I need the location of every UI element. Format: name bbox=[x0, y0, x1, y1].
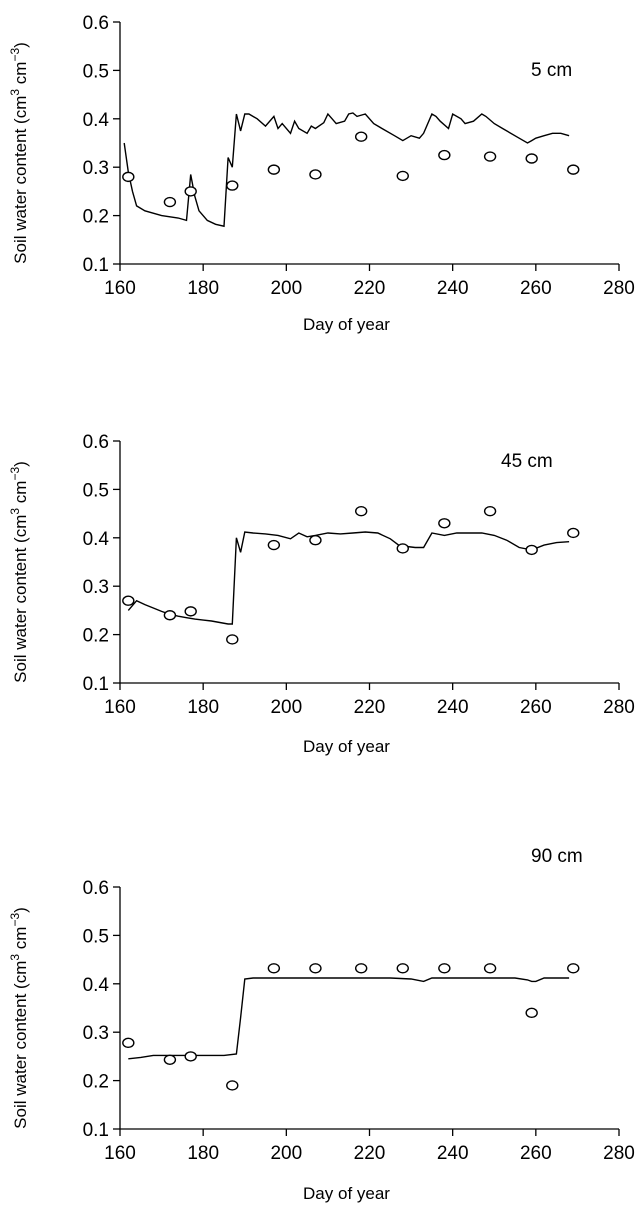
x-tick-label: 180 bbox=[187, 278, 219, 299]
observed-point bbox=[438, 149, 451, 161]
panel-depth-label: 90 cm bbox=[531, 846, 583, 867]
observed-point bbox=[267, 539, 281, 551]
observed-point bbox=[354, 131, 368, 142]
x-tick-label: 260 bbox=[520, 697, 552, 718]
observed-point bbox=[267, 963, 281, 974]
observed-point bbox=[226, 634, 239, 645]
y-tick-label: 0.5 bbox=[83, 480, 109, 501]
x-tick-label: 220 bbox=[354, 1143, 386, 1164]
observed-point bbox=[184, 1051, 197, 1062]
y-tick-label: 0.1 bbox=[83, 255, 109, 276]
x-tick-label: 180 bbox=[187, 697, 219, 718]
y-tick-label: 0.5 bbox=[83, 61, 109, 82]
x-tick-label: 160 bbox=[104, 1143, 136, 1164]
y-tick-label: 0.5 bbox=[83, 926, 109, 947]
y-tick-label: 0.3 bbox=[83, 158, 109, 179]
x-axis-title: Day of year bbox=[303, 1184, 390, 1203]
panel-depth-label: 5 cm bbox=[531, 60, 572, 81]
observed-point bbox=[309, 963, 322, 974]
y-tick-label: 0.3 bbox=[83, 1023, 109, 1044]
observed-point bbox=[354, 505, 368, 517]
y-tick-label: 0.2 bbox=[83, 207, 109, 228]
observed-point bbox=[122, 171, 135, 183]
observed-point bbox=[267, 164, 281, 175]
simulated-line bbox=[127, 531, 570, 625]
y-tick-label: 0.1 bbox=[83, 674, 109, 695]
observed-point bbox=[226, 180, 239, 191]
y-tick-label: 0.2 bbox=[83, 1072, 109, 1093]
panel-depth-label: 45 cm bbox=[501, 451, 553, 472]
y-tick-label: 0.4 bbox=[83, 975, 110, 996]
y-tick-label: 0.4 bbox=[83, 529, 110, 550]
x-tick-label: 280 bbox=[603, 1143, 635, 1164]
x-tick-label: 240 bbox=[437, 1143, 469, 1164]
x-tick-label: 280 bbox=[603, 278, 635, 299]
y-tick-label: 0.6 bbox=[83, 432, 109, 453]
x-axis-title: Day of year bbox=[303, 737, 390, 756]
x-tick-label: 260 bbox=[520, 278, 552, 299]
simulated-line bbox=[128, 977, 570, 1060]
x-tick-label: 240 bbox=[437, 278, 469, 299]
observed-point bbox=[483, 151, 497, 162]
observed-point bbox=[184, 606, 197, 617]
chart-panel-2: 160 180 200 220 240 260 280 0.1 0.2 0.3 0.4 0.5 0.6 D… bbox=[8, 846, 635, 1203]
observed-point bbox=[525, 153, 538, 164]
x-tick-label: 280 bbox=[603, 697, 635, 718]
x-tick-label: 160 bbox=[104, 278, 136, 299]
observed-point bbox=[163, 196, 177, 208]
y-tick-label: 0.1 bbox=[83, 1120, 109, 1141]
x-tick-label: 240 bbox=[437, 697, 469, 718]
chart-panel-0: 160 180 200 220 240 260 280 0.1 0.2 0.3 0.4 0.5 0.6 D… bbox=[8, 13, 635, 334]
observed-point bbox=[483, 963, 497, 974]
observed-point bbox=[309, 169, 322, 180]
chart-panel-1: 160 180 200 220 240 260 280 0.1 0.2 0.3 0.4 0.5 0.6 D… bbox=[8, 432, 635, 756]
observed-point bbox=[483, 505, 497, 517]
observed-point bbox=[567, 527, 580, 539]
x-tick-label: 260 bbox=[520, 1143, 552, 1164]
y-axis-title: Soil water content (cm3 cm−3) bbox=[8, 42, 30, 264]
x-tick-label: 200 bbox=[270, 278, 302, 299]
x-tick-label: 200 bbox=[270, 1143, 302, 1164]
observed-point bbox=[396, 543, 409, 554]
observed-point bbox=[226, 1080, 239, 1091]
observed-point bbox=[184, 186, 197, 197]
y-axis-title: Soil water content (cm3 cm−3) bbox=[8, 461, 30, 683]
observed-point bbox=[438, 963, 451, 974]
y-tick-label: 0.6 bbox=[83, 13, 109, 34]
observed-point bbox=[525, 544, 538, 556]
observed-point bbox=[396, 963, 409, 974]
observed-point bbox=[396, 170, 409, 182]
x-tick-label: 180 bbox=[187, 1143, 219, 1164]
observed-point bbox=[122, 1037, 135, 1049]
observed-point bbox=[567, 963, 580, 974]
x-tick-label: 160 bbox=[104, 697, 136, 718]
simulated-line bbox=[123, 112, 570, 228]
observed-point bbox=[567, 164, 580, 175]
x-axis-title: Day of year bbox=[303, 315, 390, 334]
y-tick-label: 0.4 bbox=[83, 110, 110, 131]
y-tick-label: 0.6 bbox=[83, 878, 109, 899]
observed-point bbox=[163, 1054, 177, 1065]
y-tick-label: 0.3 bbox=[83, 577, 109, 598]
observed-point bbox=[438, 518, 451, 529]
observed-point bbox=[122, 595, 135, 606]
observed-point bbox=[309, 535, 322, 546]
x-tick-label: 220 bbox=[354, 697, 386, 718]
x-tick-label: 200 bbox=[270, 697, 302, 718]
observed-point bbox=[354, 963, 368, 974]
y-tick-label: 0.2 bbox=[83, 626, 109, 647]
observed-point bbox=[525, 1007, 538, 1019]
y-axis-title: Soil water content (cm3 cm−3) bbox=[8, 907, 30, 1129]
x-tick-label: 220 bbox=[354, 278, 386, 299]
observed-point bbox=[163, 610, 177, 621]
